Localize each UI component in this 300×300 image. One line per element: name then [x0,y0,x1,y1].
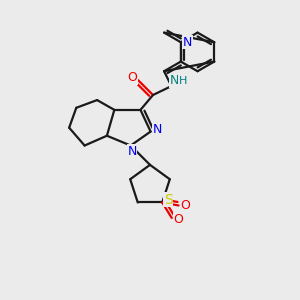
Text: O: O [173,213,183,226]
Text: N: N [170,74,179,87]
Text: N: N [128,145,137,158]
Text: N: N [153,123,162,136]
Text: S: S [164,193,172,206]
Text: O: O [180,199,190,212]
Text: H: H [178,76,187,86]
Text: N: N [183,36,192,49]
Text: O: O [127,71,137,84]
